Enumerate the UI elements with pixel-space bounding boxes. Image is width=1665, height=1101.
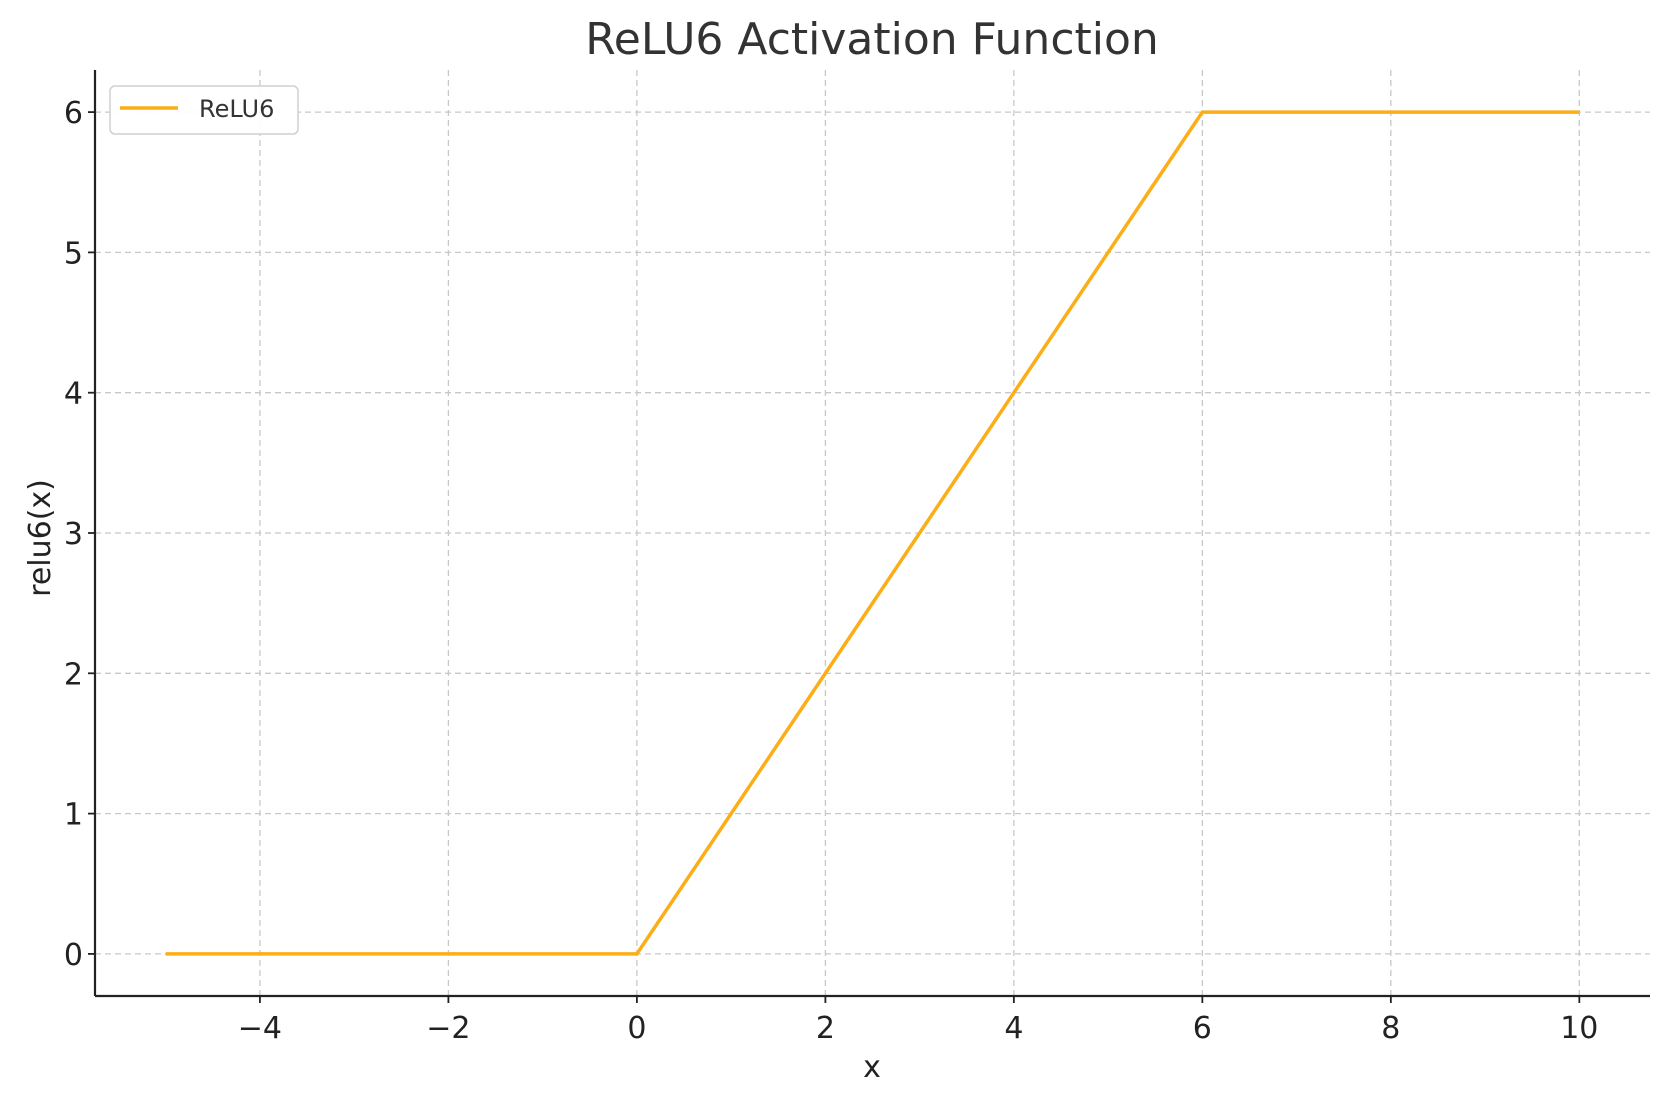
y-tick-label: 0 — [64, 938, 83, 973]
x-tick-label: 4 — [1004, 1011, 1023, 1046]
series-line-relu6 — [165, 110, 1580, 956]
x-tick-label: −2 — [426, 1011, 470, 1046]
y-axis-label: relu6(x) — [23, 479, 58, 597]
legend-label-relu6: ReLU6 — [199, 95, 274, 123]
x-tick-label: 10 — [1560, 1011, 1598, 1046]
grid — [95, 70, 1650, 996]
y-tick-label: 3 — [64, 517, 83, 552]
legend-box — [109, 85, 299, 135]
y-ticks: 0 1 2 3 4 5 6 — [64, 96, 95, 973]
x-axis-label: x — [863, 1050, 881, 1085]
series-layer — [165, 110, 1580, 956]
x-tick-label: 0 — [627, 1011, 646, 1046]
x-tick-label: 8 — [1381, 1011, 1400, 1046]
x-tick-label: −4 — [238, 1011, 282, 1046]
legend: ReLU6 — [109, 85, 299, 135]
x-tick-label: 6 — [1193, 1011, 1212, 1046]
y-tick-label: 6 — [64, 96, 83, 131]
y-tick-label: 1 — [64, 798, 83, 833]
x-ticks: −4 −2 0 2 4 6 8 10 — [238, 996, 1598, 1046]
chart-title: ReLU6 Activation Function — [585, 14, 1159, 65]
y-tick-label: 5 — [64, 236, 83, 271]
x-tick-label: 2 — [816, 1011, 835, 1046]
y-tick-label: 4 — [64, 377, 83, 412]
y-tick-label: 2 — [64, 657, 83, 692]
